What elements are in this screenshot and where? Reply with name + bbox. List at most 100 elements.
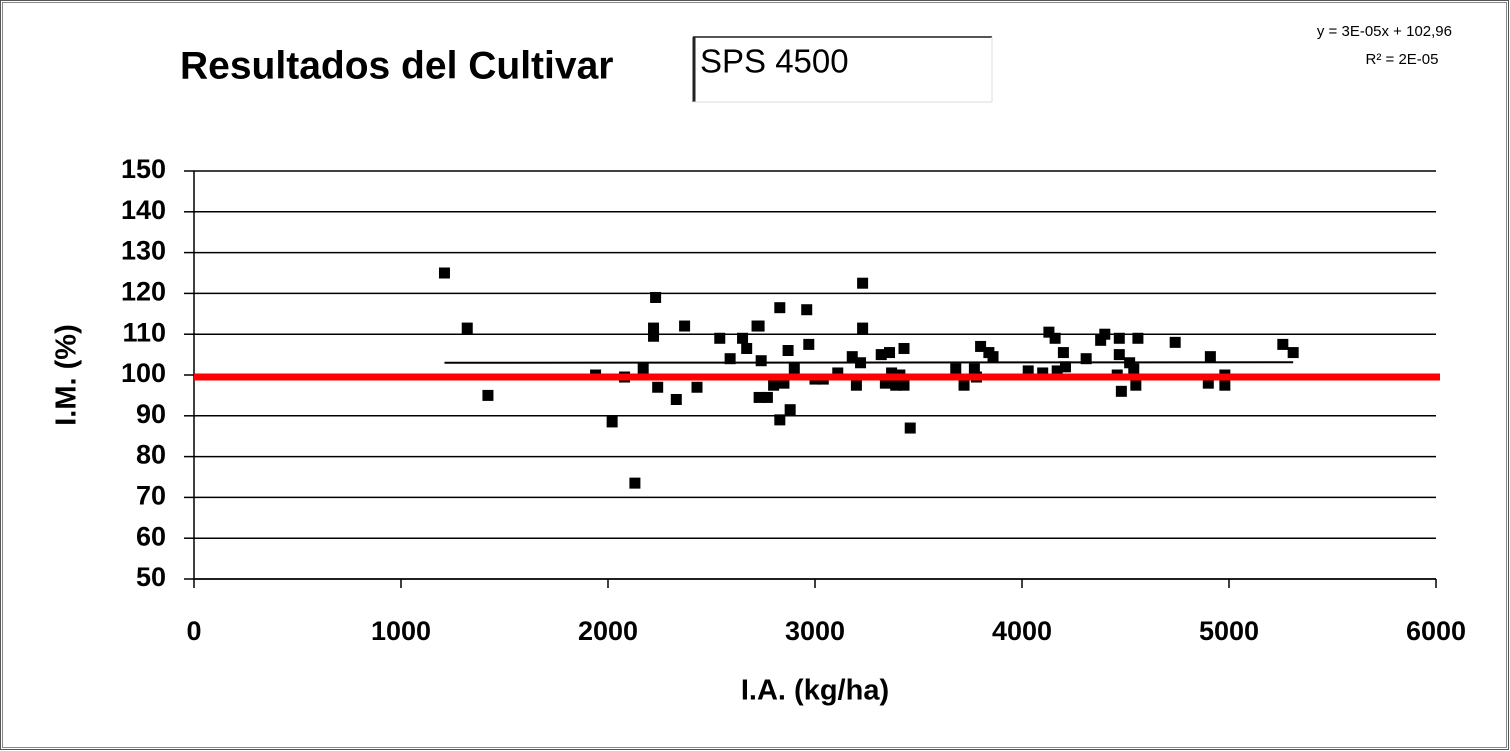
cultivar-name: SPS 4500	[700, 43, 849, 80]
data-point	[898, 342, 910, 354]
y-tick-label: 90	[136, 399, 166, 429]
x-axis-title: I.A. (kg/ha)	[741, 675, 889, 707]
data-point	[884, 347, 896, 359]
x-tick-label: 3000	[785, 616, 845, 646]
data-point	[482, 389, 494, 401]
data-point	[801, 304, 813, 316]
y-tick-label: 110	[122, 317, 166, 347]
data-point	[606, 416, 618, 428]
data-point	[774, 302, 786, 314]
data-point	[1037, 367, 1049, 379]
data-point	[1128, 363, 1140, 375]
trend-equation: y = 3E-05x + 102,96	[1317, 23, 1452, 40]
data-point	[879, 377, 891, 389]
data-point	[637, 363, 649, 375]
data-point	[652, 381, 664, 393]
data-point	[670, 393, 682, 405]
data-point	[755, 355, 767, 367]
y-tick-label: 70	[136, 481, 166, 511]
data-point	[1202, 377, 1214, 389]
data-point	[741, 342, 753, 354]
data-point	[768, 379, 780, 391]
trendline	[444, 361, 1294, 364]
y-tick-label: 60	[136, 521, 166, 551]
x-tick-label: 6000	[1406, 616, 1466, 646]
data-point	[857, 322, 869, 334]
data-point	[968, 363, 980, 375]
data-point	[950, 363, 962, 375]
data-point	[691, 381, 703, 393]
y-tick-label: 80	[136, 440, 166, 470]
data-point	[724, 353, 736, 365]
data-point	[890, 379, 902, 391]
trend-r-squared: R² = 2E-05	[1366, 51, 1439, 68]
data-point	[1057, 347, 1069, 359]
data-point	[1059, 361, 1071, 373]
cultivar-box	[693, 37, 992, 102]
data-point	[1049, 332, 1061, 344]
data-point	[832, 367, 844, 379]
data-point	[648, 330, 660, 342]
y-tick-label: 50	[136, 562, 166, 592]
y-tick-label: 140	[121, 195, 166, 225]
data-point	[855, 357, 867, 369]
data-point	[1051, 365, 1063, 377]
data-point	[1099, 328, 1111, 340]
data-point	[1169, 336, 1181, 348]
data-point	[1113, 349, 1125, 361]
data-point	[904, 422, 916, 434]
data-point	[975, 340, 987, 352]
y-tick-label: 130	[121, 236, 166, 266]
data-point	[846, 351, 858, 363]
data-point	[1043, 326, 1055, 338]
data-point	[761, 391, 773, 403]
data-point	[648, 322, 660, 334]
data-point	[461, 322, 473, 334]
x-tick-label: 1000	[371, 616, 431, 646]
data-point	[629, 477, 641, 489]
x-tick-label: 2000	[578, 616, 638, 646]
data-point	[1080, 353, 1092, 365]
data-point	[778, 377, 790, 389]
y-tick-label: 100	[121, 358, 166, 388]
data-point	[714, 332, 726, 344]
data-point	[1287, 347, 1299, 359]
x-tick-label: 0	[186, 616, 201, 646]
data-point	[1277, 338, 1289, 350]
data-point	[438, 267, 450, 279]
y-tick-label: 150	[121, 154, 166, 184]
y-axis-title: I.M. (%)	[51, 324, 83, 426]
data-point	[1132, 332, 1144, 344]
data-point	[782, 345, 794, 357]
data-point	[898, 379, 910, 391]
data-point	[1204, 351, 1216, 363]
data-point	[850, 379, 862, 391]
data-point	[1022, 365, 1034, 377]
data-point	[753, 391, 765, 403]
data-point	[886, 367, 898, 379]
data-point	[857, 277, 869, 289]
data-point	[987, 351, 999, 363]
data-point	[784, 404, 796, 416]
data-point	[1115, 385, 1127, 397]
data-point	[650, 291, 662, 303]
data-point	[774, 414, 786, 426]
data-point	[753, 320, 765, 332]
y-tick-label: 120	[121, 277, 166, 307]
data-point	[788, 363, 800, 375]
chart-title: Resultados del Cultivar	[180, 44, 613, 87]
data-point	[1095, 334, 1107, 346]
data-point	[958, 379, 970, 391]
data-point	[875, 349, 887, 361]
data-point	[1124, 357, 1136, 369]
data-point	[1130, 379, 1142, 391]
data-point	[1113, 332, 1125, 344]
x-tick-label: 4000	[992, 616, 1052, 646]
data-point	[679, 320, 691, 332]
x-tick-label: 5000	[1199, 616, 1259, 646]
data-point	[737, 332, 749, 344]
data-point	[1219, 379, 1231, 391]
